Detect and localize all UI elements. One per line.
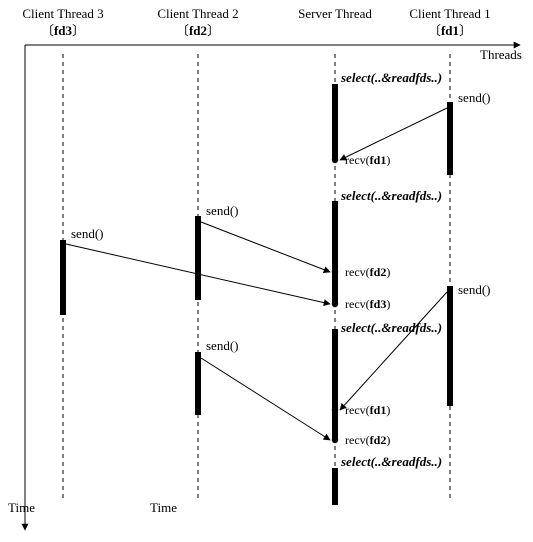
activation-bar-client3-4 bbox=[60, 240, 66, 315]
thread-fd-client2: 〔fd2〕 bbox=[176, 23, 220, 38]
message-arrow-1 bbox=[201, 222, 330, 272]
activation-bar-client1-5 bbox=[447, 286, 453, 406]
sequence-diagram: Threads Time Time Client Thread 3 〔fd3〕 Clien… bbox=[0, 0, 533, 542]
thread-header-client2: Client Thread 2 bbox=[157, 6, 238, 21]
event-dot-4 bbox=[332, 437, 338, 443]
activation-bar-client2-3 bbox=[195, 216, 201, 300]
event-label-4: recv(fd2) bbox=[345, 433, 390, 447]
side-label-8: select(..&readfds..) bbox=[340, 454, 442, 469]
side-label-0: select(..&readfds..) bbox=[340, 70, 442, 85]
activation-bar-server-8 bbox=[332, 468, 338, 505]
thread-fd-client3: 〔fd3〕 bbox=[41, 23, 85, 38]
event-label-0: recv(fd1) bbox=[345, 153, 390, 167]
event-dot-2 bbox=[332, 301, 338, 307]
side-label-3: send() bbox=[206, 203, 239, 218]
activation-bar-server-6 bbox=[332, 329, 338, 440]
event-label-1: recv(fd2) bbox=[345, 265, 390, 279]
thread-header-server: Server Thread bbox=[298, 6, 372, 21]
thread-fd-client1: 〔fd1〕 bbox=[428, 23, 472, 38]
side-label-5: send() bbox=[458, 282, 491, 297]
side-label-6: select(..&readfds..) bbox=[340, 320, 442, 335]
side-label-2: select(..&readfds..) bbox=[340, 188, 442, 203]
time-axis-label-2: Time bbox=[150, 500, 177, 515]
activation-bar-client1-1 bbox=[447, 102, 453, 175]
time-axis-label: Time bbox=[8, 500, 35, 515]
event-dot-0 bbox=[332, 157, 338, 163]
thread-header-client3: Client Thread 3 bbox=[22, 6, 103, 21]
event-label-2: recv(fd3) bbox=[345, 297, 390, 311]
thread-header-client1: Client Thread 1 bbox=[409, 6, 490, 21]
activation-bar-server-0 bbox=[332, 84, 338, 160]
activation-bar-client2-7 bbox=[195, 352, 201, 415]
event-dot-3 bbox=[332, 407, 338, 413]
threads-axis-label: Threads bbox=[480, 47, 522, 62]
event-dot-1 bbox=[332, 269, 338, 275]
side-label-7: send() bbox=[206, 338, 239, 353]
side-label-4: send() bbox=[71, 226, 104, 241]
activation-bar-server-2 bbox=[332, 201, 338, 304]
side-label-1: send() bbox=[458, 90, 491, 105]
event-label-3: recv(fd1) bbox=[345, 403, 390, 417]
message-arrow-4 bbox=[201, 358, 330, 440]
